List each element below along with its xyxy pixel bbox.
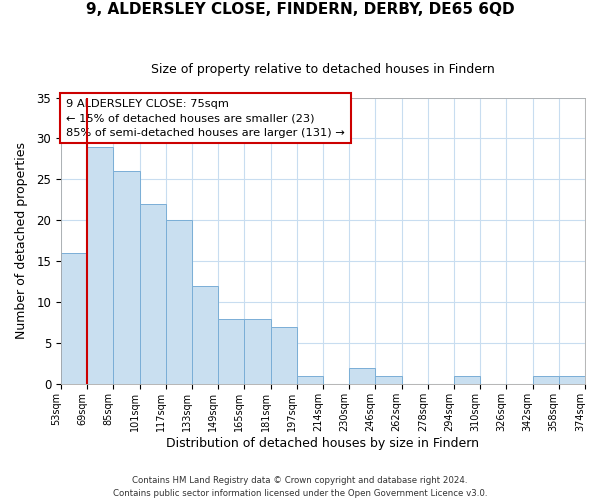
Bar [140, 204, 166, 384]
Bar [533, 376, 559, 384]
Bar [349, 368, 376, 384]
Bar [192, 286, 218, 384]
Bar [244, 319, 271, 384]
Bar [376, 376, 401, 384]
Bar [218, 319, 244, 384]
X-axis label: Distribution of detached houses by size in Findern: Distribution of detached houses by size … [166, 437, 479, 450]
Text: 9 ALDERSLEY CLOSE: 75sqm
← 15% of detached houses are smaller (23)
85% of semi-d: 9 ALDERSLEY CLOSE: 75sqm ← 15% of detach… [66, 99, 345, 138]
Bar [61, 254, 87, 384]
Y-axis label: Number of detached properties: Number of detached properties [15, 142, 28, 340]
Text: Contains HM Land Registry data © Crown copyright and database right 2024.
Contai: Contains HM Land Registry data © Crown c… [113, 476, 487, 498]
Bar [297, 376, 323, 384]
Bar [113, 172, 140, 384]
Bar [271, 327, 297, 384]
Title: Size of property relative to detached houses in Findern: Size of property relative to detached ho… [151, 62, 495, 76]
Bar [454, 376, 480, 384]
Text: 9, ALDERSLEY CLOSE, FINDERN, DERBY, DE65 6QD: 9, ALDERSLEY CLOSE, FINDERN, DERBY, DE65… [86, 2, 514, 18]
Bar [87, 146, 113, 384]
Bar [166, 220, 192, 384]
Bar [559, 376, 585, 384]
